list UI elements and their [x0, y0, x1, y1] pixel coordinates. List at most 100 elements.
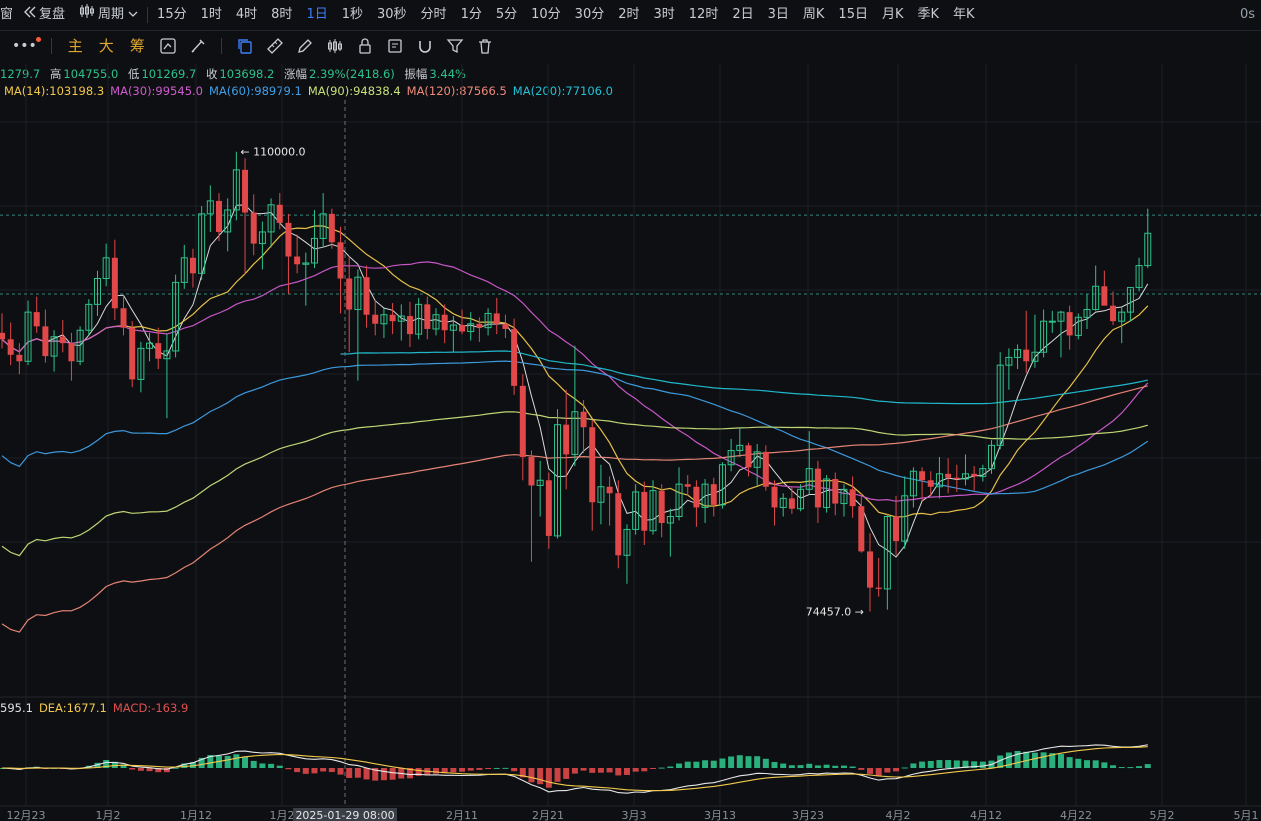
macd-histogram-bar [181, 763, 188, 768]
macd-histogram-bar [476, 768, 483, 770]
period-15[interactable]: 2时 [611, 0, 646, 30]
macd-histogram-bar [372, 768, 379, 781]
pencil-icon[interactable] [290, 31, 320, 61]
period-6[interactable]: 8时 [264, 0, 299, 30]
macd-histogram-bar [155, 768, 162, 773]
period-8[interactable]: 1秒 [335, 0, 370, 30]
candle-body [276, 204, 283, 223]
macd-legend-item-0: 595.1 [0, 701, 33, 715]
candle-body [736, 444, 744, 452]
candle-body [242, 169, 249, 213]
macd-histogram-bar [346, 768, 353, 778]
candle-body [24, 311, 32, 362]
candle-body [649, 490, 657, 532]
candle-body [771, 486, 778, 508]
magnet-icon[interactable] [410, 31, 440, 61]
candle-body [294, 256, 301, 265]
candle-body [840, 488, 848, 505]
period-13[interactable]: 10分 [524, 0, 568, 30]
period-5[interactable]: 4时 [229, 0, 264, 30]
candle-body [285, 222, 292, 257]
notification-dot [35, 37, 41, 42]
period-16[interactable]: 3时 [647, 0, 682, 30]
candle-body [1083, 309, 1091, 318]
candle-body [432, 314, 440, 330]
period-10[interactable]: 分时 [414, 0, 454, 30]
period-20[interactable]: 周K [796, 0, 832, 30]
macd-histogram-bar [554, 768, 561, 782]
macd-histogram-bar [771, 761, 778, 768]
period-7[interactable]: 1日 [299, 0, 334, 30]
period-18[interactable]: 2日 [725, 0, 760, 30]
ruler-icon[interactable] [260, 31, 290, 61]
candle-body [797, 488, 805, 510]
candle-body [641, 491, 648, 531]
candle-body [858, 506, 865, 552]
filter-icon[interactable] [440, 31, 470, 61]
ma-legend-item-1: MA(30):99545.0 [110, 84, 203, 98]
period-1[interactable]: 复盘 [17, 0, 72, 30]
macd-histogram-bar [875, 768, 882, 777]
draw-brush-icon[interactable] [183, 31, 213, 61]
macd-histogram-bar [224, 755, 231, 768]
period-0[interactable]: 窗 [0, 0, 17, 30]
macd-histogram-bar [754, 756, 761, 768]
period-23[interactable]: 季K [911, 0, 947, 30]
period-label: 15分 [157, 7, 187, 22]
candle-body [146, 342, 154, 349]
ohlc-readout: 1279.7 高 104755.0 低 101269.7 收 103698.2 涨幅 2… [0, 66, 472, 82]
period-4[interactable]: 1时 [194, 0, 229, 30]
indicator-edit-icon[interactable] [153, 31, 183, 61]
period-12[interactable]: 5分 [489, 0, 524, 30]
candle-body [563, 424, 570, 455]
bar-pattern-icon[interactable] [320, 31, 350, 61]
low-annotation: 74457.0 → [806, 605, 864, 618]
period-19[interactable]: 3日 [761, 0, 796, 30]
macd-histogram-bar [901, 767, 908, 769]
trash-icon[interactable] [470, 31, 500, 61]
macd-histogram-bar [580, 768, 587, 771]
macd-histogram-bar [294, 768, 301, 773]
indicator-toggle-0[interactable]: 主 [67, 37, 83, 55]
candle-body [788, 498, 795, 509]
period-22[interactable]: 月K [875, 0, 911, 30]
period-2[interactable]: 周期 [72, 0, 145, 30]
period-3[interactable]: 15分 [150, 0, 194, 30]
x-tick-label: 2月21 [532, 809, 564, 821]
macd-legend: 595.1 DEA:1677.1 MACD:-163.9 [0, 701, 194, 715]
period-label: 1分 [460, 7, 482, 22]
candle-body [7, 339, 14, 355]
candle-body [953, 477, 960, 479]
note-icon[interactable] [380, 31, 410, 61]
period-label: 12时 [688, 7, 719, 22]
macd-histogram-bar [762, 758, 769, 768]
period-24[interactable]: 年K [946, 0, 982, 30]
macd-histogram-bar [650, 768, 656, 769]
indicator-toggle-1[interactable]: 大 [98, 37, 114, 55]
more-menu-button[interactable]: ••• [0, 31, 43, 61]
candle-body [216, 200, 222, 232]
period-17[interactable]: 12时 [682, 0, 726, 30]
period-9[interactable]: 30秒 [370, 0, 414, 30]
ma-legend-item-5: MA(200):77106.0 [512, 84, 613, 98]
macd-histogram-bar [979, 761, 986, 768]
candle-body [129, 327, 136, 380]
macd-histogram-bar [337, 768, 344, 775]
indicator-toggle-2[interactable]: 筹 [129, 37, 145, 55]
period-label: 月K [881, 7, 904, 22]
period-14[interactable]: 30分 [568, 0, 612, 30]
period-11[interactable]: 1分 [454, 0, 489, 30]
period-21[interactable]: 15日 [831, 0, 875, 30]
copy-icon[interactable] [230, 31, 260, 61]
candle-body [1118, 311, 1126, 322]
close-label: 收 [205, 67, 218, 81]
amp-value: 3.44% [429, 67, 466, 81]
lock-icon[interactable] [350, 31, 380, 61]
macd-histogram-bar [485, 768, 492, 769]
high-label: 高 [49, 67, 62, 81]
candle-body [502, 323, 509, 329]
ma-legend-item-0: MA(14):103198.3 [4, 84, 105, 98]
macd-histogram-bar [120, 764, 127, 768]
candle-body [571, 411, 579, 455]
